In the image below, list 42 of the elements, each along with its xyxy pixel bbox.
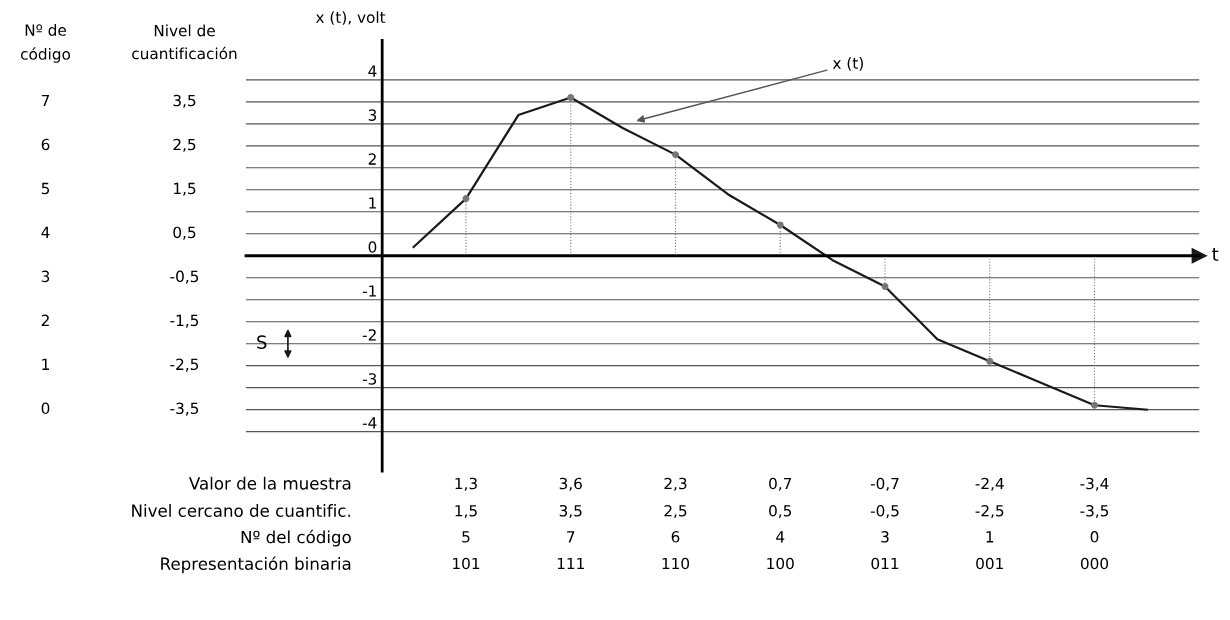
text: 1,5 [174,182,196,196]
text: Valor de la muestra [189,476,351,490]
text: -3,5 [170,402,199,416]
text: -1,5 [170,314,199,328]
text: 1 [42,358,49,370]
text: 0,5 [173,226,196,240]
text: x (t) [832,57,863,71]
y-tick-label: -2 [362,329,376,341]
text: 2,5 [173,138,196,152]
text: 0 [41,402,50,415]
x-tick-label: 2,3 2,5 6 110 [662,477,690,570]
y-tick-label: -1 [362,285,376,297]
text: 4 [41,226,50,238]
text: Nº del código [241,529,351,547]
text: S [257,335,267,349]
text: 7 [41,94,50,107]
y-axis-title: x (t), volt [315,11,386,25]
x-tick-label: -0,7 -0,5 3 011 [870,477,899,570]
x-axis-title: t [1212,248,1219,261]
text: Representación binaria [161,556,351,574]
text: 6 [41,138,50,151]
x-tick-label: 0,7 0,5 4 100 [767,477,794,570]
text: 3 [41,270,50,283]
text: 3,5 [173,94,196,108]
text: -2,5 [170,358,199,372]
y-tick-label: -3 [362,373,377,385]
y-tick-label: 2 [368,153,376,165]
text: -0,5 [170,270,199,284]
text: Nivel cercano de cuantific. [132,504,350,517]
y-tick-label: 4 [368,65,377,77]
x-tick-label: 1,3 1,5 5 101 [453,477,480,570]
x-tick-label: -2,4 -2,5 1 001 [975,477,1004,570]
y-tick-label: 3 [368,109,377,121]
text: 2 [41,314,49,326]
y-tick-label: 0 [368,241,377,253]
text: 5 [41,182,50,195]
y-tick-label: -4 [362,417,377,429]
y-tick-label: 1 [369,197,376,209]
text: Nivel de cuantificación [132,24,237,60]
x-tick-label: 3,6 3,5 7 111 [557,477,584,570]
x-tick-label: -3,4 -3,5 0 000 [1080,477,1109,570]
text: Nº de código [20,24,71,63]
